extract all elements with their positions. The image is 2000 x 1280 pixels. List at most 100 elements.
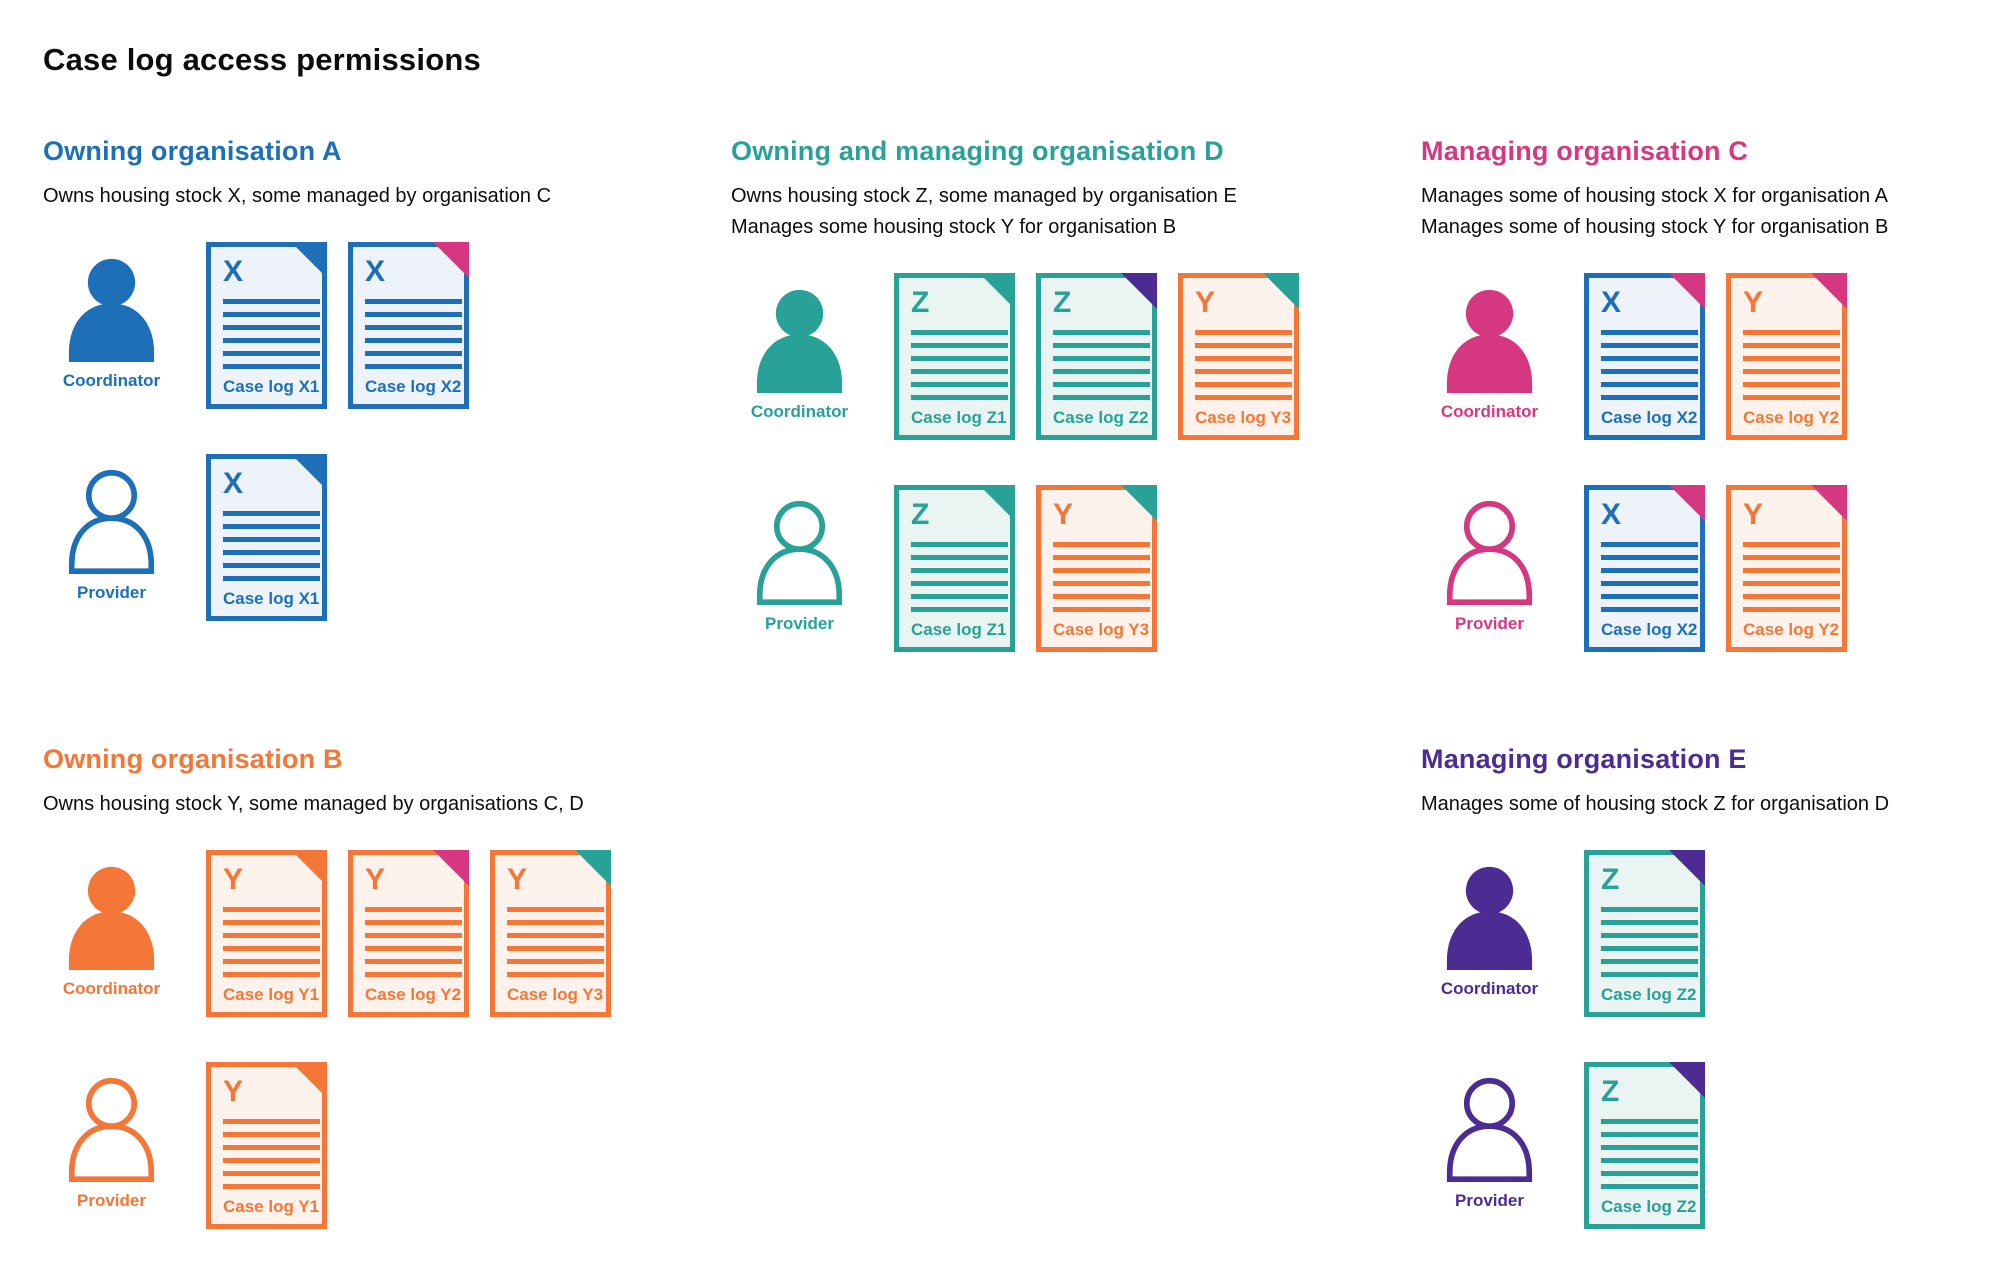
provider-person-icon bbox=[756, 500, 843, 605]
section-title: Owning organisation A bbox=[43, 136, 342, 166]
doc-label: Case log Y3 bbox=[507, 985, 604, 1004]
section-title: Managing organisation E bbox=[1421, 744, 1747, 774]
doc-text-lines bbox=[1601, 1119, 1698, 1197]
doc-label: Case log Y1 bbox=[223, 985, 320, 1004]
role-label: Provider bbox=[765, 614, 834, 633]
description-line: Owns housing stock X, some managed by or… bbox=[43, 185, 552, 207]
description-line: Manages some housing stock Y for organis… bbox=[731, 216, 1177, 238]
doc-letter: X bbox=[365, 255, 386, 288]
doc-text-lines bbox=[223, 511, 320, 589]
role-label: Provider bbox=[1455, 614, 1524, 633]
section-description: Owns housing stock X, some managed by or… bbox=[43, 181, 731, 212]
page-title: Case log access permissions bbox=[43, 42, 481, 77]
docs: Y Case log Y1 Y Case log Y2 Y Case log Y… bbox=[206, 850, 611, 1017]
permission-row: Coordinator X Case log X2 Y Case log Y2 bbox=[1421, 273, 1960, 440]
doc-text-lines bbox=[223, 1119, 320, 1197]
doc-label: Case log X2 bbox=[365, 377, 462, 396]
role-label: Provider bbox=[77, 1191, 146, 1210]
role-label: Coordinator bbox=[1440, 979, 1539, 998]
docs: Y Case log Y1 bbox=[206, 1062, 327, 1229]
case-log-doc: Y Case log Y3 bbox=[490, 850, 611, 1017]
coordinator-person-icon bbox=[756, 289, 843, 393]
case-log-doc: Y Case log Y2 bbox=[1726, 485, 1847, 652]
person-icon-holder bbox=[64, 1076, 159, 1182]
case-log-doc: X Case log X1 bbox=[206, 242, 327, 409]
doc-text-lines bbox=[1743, 330, 1840, 408]
docs: X Case log X1 X Case log X2 bbox=[206, 242, 469, 409]
case-log-doc: Z Case log Z2 bbox=[1584, 850, 1705, 1017]
case-log-doc: X Case log X2 bbox=[1584, 485, 1705, 652]
section-title: Owning and managing organisation D bbox=[731, 136, 1224, 166]
coordinator-person-icon bbox=[68, 258, 155, 362]
doc-text-lines bbox=[1053, 542, 1150, 620]
section-rows: Coordinator X Case log X2 Y Case log Y2 … bbox=[1421, 273, 1960, 652]
person-icon-holder bbox=[64, 256, 159, 362]
doc-letter: X bbox=[223, 255, 244, 288]
provider-person-icon bbox=[68, 1077, 155, 1182]
section-title: Owning organisation B bbox=[43, 744, 343, 774]
case-log-doc: X Case log X2 bbox=[348, 242, 469, 409]
person-icon-holder bbox=[752, 287, 847, 393]
coordinator-person-icon bbox=[68, 866, 155, 970]
permission-row: Coordinator Z Case log Z1 Z Case log Z2 … bbox=[731, 273, 1421, 440]
doc-letter: Y bbox=[507, 863, 528, 896]
section-description: Owns housing stock Z, some managed by or… bbox=[731, 181, 1421, 243]
person-icon-holder bbox=[64, 468, 159, 574]
doc-label: Case log X1 bbox=[223, 589, 320, 608]
docs: X Case log X2 Y Case log Y2 bbox=[1584, 273, 1847, 440]
case-log-doc: Z Case log Z1 bbox=[894, 273, 1015, 440]
permission-row: Provider Y Case log Y1 bbox=[43, 1062, 731, 1229]
doc-text-lines bbox=[911, 330, 1008, 408]
doc-letter: Y bbox=[1743, 498, 1764, 531]
sections-grid: Owning organisation A Owns housing stock… bbox=[43, 136, 1960, 1229]
doc-text-lines bbox=[223, 907, 320, 985]
role-label: Provider bbox=[1455, 1191, 1524, 1210]
person-block: Provider bbox=[43, 1076, 180, 1211]
doc-text-lines bbox=[1601, 330, 1698, 408]
description-line: Manages some of housing stock Z for orga… bbox=[1421, 793, 1890, 815]
section-rows: Coordinator Z Case log Z1 Z Case log Z2 … bbox=[731, 273, 1421, 652]
doc-label: Case log Y2 bbox=[1743, 408, 1840, 427]
person-icon-holder bbox=[1442, 287, 1537, 393]
person-block: Coordinator bbox=[1421, 864, 1558, 999]
section-description: Manages some of housing stock Z for orga… bbox=[1421, 789, 1960, 820]
docs: Z Case log Z2 bbox=[1584, 1062, 1705, 1229]
section-org-b: Owning organisation B Owns housing stock… bbox=[43, 744, 731, 1229]
role-label: Coordinator bbox=[750, 402, 849, 421]
permission-row: Provider X Case log X2 Y Case log Y2 bbox=[1421, 485, 1960, 652]
doc-label: Case log Y3 bbox=[1053, 620, 1150, 639]
docs: Z Case log Z1 Z Case log Z2 Y Case log Y… bbox=[894, 273, 1299, 440]
doc-letter: Y bbox=[1195, 286, 1216, 319]
role-label: Coordinator bbox=[62, 371, 161, 390]
doc-letter: Z bbox=[911, 498, 930, 531]
case-log-doc: X Case log X1 bbox=[206, 454, 327, 621]
role-label: Coordinator bbox=[1440, 402, 1539, 421]
provider-person-icon bbox=[1446, 500, 1533, 605]
person-block: Coordinator bbox=[1421, 287, 1558, 422]
doc-text-lines bbox=[365, 299, 462, 377]
doc-letter: Z bbox=[1601, 1075, 1620, 1108]
description-line: Owns housing stock Y, some managed by or… bbox=[43, 793, 584, 815]
case-log-doc: Y Case log Y1 bbox=[206, 850, 327, 1017]
case-log-doc: Z Case log Z1 bbox=[894, 485, 1015, 652]
doc-letter: X bbox=[1601, 286, 1622, 319]
section-title: Managing organisation C bbox=[1421, 136, 1749, 166]
person-block: Coordinator bbox=[731, 287, 868, 422]
doc-text-lines bbox=[1743, 542, 1840, 620]
doc-letter: Y bbox=[365, 863, 386, 896]
permission-row: Coordinator Z Case log Z2 bbox=[1421, 850, 1960, 1017]
doc-letter: Y bbox=[1053, 498, 1074, 531]
role-label: Coordinator bbox=[62, 979, 161, 998]
doc-label: Case log X2 bbox=[1601, 620, 1698, 639]
doc-text-lines bbox=[1195, 330, 1292, 408]
person-block: Provider bbox=[1421, 499, 1558, 634]
doc-text-lines bbox=[1601, 542, 1698, 620]
description-line: Manages some of housing stock X for orga… bbox=[1421, 185, 1888, 207]
doc-label: Case log Z2 bbox=[1601, 1197, 1697, 1216]
coordinator-person-icon bbox=[1446, 289, 1533, 393]
section-org-a: Owning organisation A Owns housing stock… bbox=[43, 136, 731, 652]
doc-label: Case log Y3 bbox=[1195, 408, 1292, 427]
doc-text-lines bbox=[1053, 330, 1150, 408]
provider-person-icon bbox=[1446, 1077, 1533, 1182]
doc-text-lines bbox=[223, 299, 320, 377]
